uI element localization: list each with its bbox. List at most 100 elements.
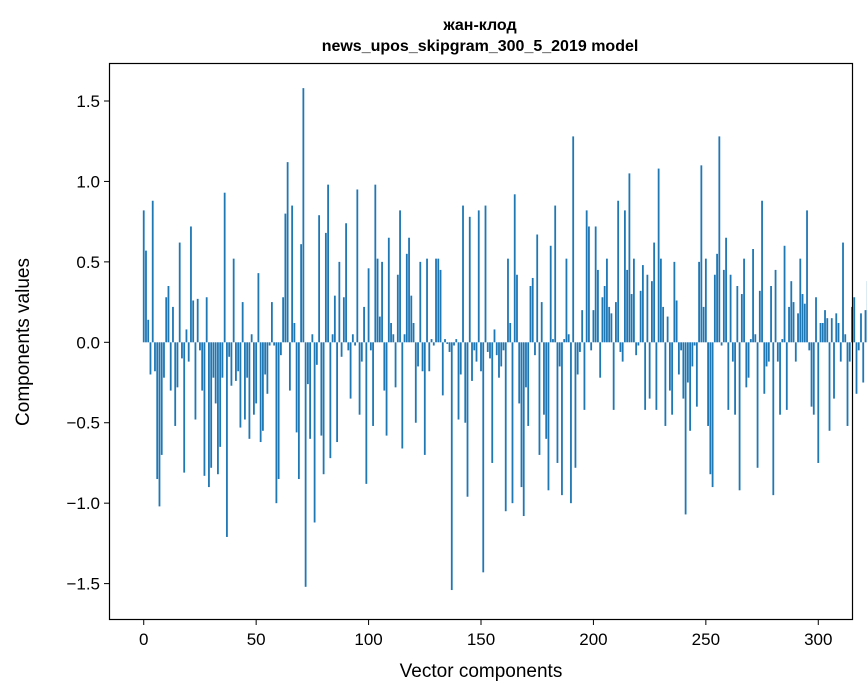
- bar-component-146: [471, 342, 473, 381]
- bar-component-49: [253, 342, 255, 415]
- bar-component-271: [752, 249, 754, 343]
- bar-component-19: [185, 329, 188, 343]
- bar-component-263: [734, 342, 736, 415]
- bar-component-165: [513, 194, 516, 343]
- bar-component-201: [594, 226, 597, 343]
- bar-component-76: [313, 342, 316, 523]
- bar-component-200: [592, 310, 595, 343]
- bar-component-110: [390, 323, 392, 343]
- bar-component-302: [821, 323, 824, 343]
- bar-component-60: [277, 342, 280, 480]
- bar-component-303: [824, 310, 826, 343]
- bar-component-30: [210, 342, 213, 468]
- bar-component-295: [806, 210, 808, 343]
- bar-component-6: [156, 342, 159, 480]
- bar-component-184: [556, 342, 559, 463]
- bar-component-156: [493, 329, 496, 343]
- bar-component-268: [745, 342, 748, 388]
- bar-component-116: [403, 334, 406, 343]
- bar-component-192: [574, 342, 577, 468]
- bar-component-103: [374, 184, 377, 343]
- bar-component-247: [698, 261, 700, 343]
- bar-component-66: [291, 205, 294, 343]
- bar-component-68: [295, 342, 298, 433]
- bar-component-92: [349, 342, 352, 399]
- bar-component-70: [300, 244, 303, 343]
- bar-component-87: [338, 261, 341, 343]
- bar-component-171: [527, 342, 530, 426]
- bar-component-50: [255, 342, 258, 404]
- bar-component-140: [457, 342, 460, 420]
- bar-component-99: [365, 342, 368, 484]
- bar-component-129: [432, 342, 435, 346]
- bar-component-59: [275, 342, 278, 504]
- y-tick-label: −0.5: [66, 414, 100, 433]
- bar-component-283: [779, 342, 781, 415]
- bar-component-135: [446, 342, 449, 344]
- bar-component-187: [563, 339, 566, 343]
- bar-component-182: [552, 339, 554, 343]
- bar-component-226: [650, 281, 653, 343]
- bar-component-186: [561, 342, 563, 496]
- bar-component-176: [538, 342, 541, 455]
- bar-component-240: [682, 342, 685, 399]
- bar-component-232: [664, 342, 667, 426]
- bar-component-260: [727, 342, 730, 410]
- bar-component-207: [608, 306, 611, 343]
- bar-component-264: [736, 286, 739, 343]
- bar-component-250: [704, 258, 707, 343]
- bar-component-266: [740, 294, 743, 343]
- bar-component-312: [844, 334, 847, 343]
- bar-component-51: [257, 273, 260, 343]
- bar-component-134: [444, 339, 446, 343]
- bar-component-269: [747, 342, 750, 378]
- bar-component-191: [572, 136, 575, 343]
- bar-component-84: [331, 334, 334, 343]
- bar-component-276: [763, 342, 766, 394]
- bar-component-236: [673, 261, 676, 343]
- bar-component-229: [657, 168, 660, 343]
- bar-component-81: [324, 232, 327, 343]
- bar-component-301: [819, 323, 822, 343]
- bar-component-306: [830, 318, 833, 343]
- bar-component-44: [241, 302, 244, 343]
- bar-component-31: [212, 342, 215, 378]
- bar-component-3: [149, 342, 152, 375]
- bar-component-237: [675, 300, 678, 343]
- x-axis-label: Vector components: [400, 661, 563, 682]
- bar-component-89: [342, 297, 345, 343]
- bar-component-167: [518, 342, 521, 404]
- bar-component-73: [306, 342, 309, 385]
- bar-component-245: [693, 342, 696, 346]
- bar-component-58: [273, 342, 276, 346]
- bar-component-181: [549, 245, 552, 343]
- bar-component-117: [405, 253, 408, 343]
- bar-component-170: [525, 342, 527, 388]
- bar-component-220: [637, 342, 640, 346]
- bar-component-214: [624, 210, 626, 343]
- bar-component-280: [772, 342, 775, 496]
- bar-component-61: [279, 342, 282, 356]
- bar-component-119: [410, 295, 413, 343]
- x-tick-label: 250: [692, 630, 720, 649]
- bar-component-242: [686, 342, 689, 383]
- bar-component-108: [385, 342, 388, 436]
- bar-component-274: [758, 290, 761, 343]
- bar-component-74: [309, 342, 312, 439]
- bar-component-24: [196, 298, 199, 343]
- bar-component-174: [534, 342, 536, 356]
- bar-component-206: [606, 258, 608, 343]
- bar-component-317: [855, 342, 858, 394]
- bar-component-277: [765, 342, 768, 367]
- bar-component-173: [531, 277, 534, 343]
- bar-component-26: [201, 342, 204, 391]
- bar-component-96: [358, 342, 361, 415]
- bar-component-177: [540, 302, 543, 343]
- bar-component-64: [286, 162, 289, 343]
- bar-component-75: [311, 334, 314, 343]
- bar-component-18: [183, 342, 186, 473]
- bar-component-15: [176, 342, 179, 388]
- bar-component-209: [612, 342, 615, 410]
- bar-component-308: [835, 313, 838, 343]
